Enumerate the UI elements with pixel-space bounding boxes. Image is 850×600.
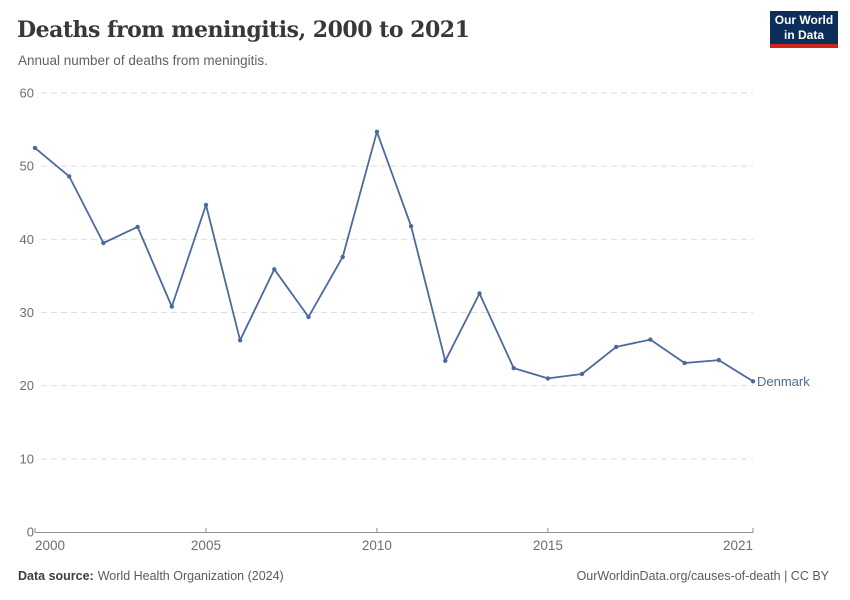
data-point-2016[interactable]: [579, 371, 585, 377]
x-tick-label-2005: 2005: [191, 538, 221, 553]
data-point-2019[interactable]: [682, 360, 687, 366]
chart-title: Deaths from meningitis, 2000 to 2021: [17, 17, 470, 43]
x-tick-label-2010: 2010: [362, 538, 392, 553]
owid-logo-line2: in Data: [783, 27, 824, 42]
data-point-2010[interactable]: [374, 129, 380, 134]
data-point-2012[interactable]: [443, 358, 448, 363]
data-point-2008[interactable]: [306, 314, 311, 320]
x-tick-label-2021: 2021: [723, 538, 753, 553]
data-point-2017[interactable]: [614, 344, 619, 350]
y-tick-label-60: 60: [20, 86, 34, 101]
data-point-2009[interactable]: [340, 254, 345, 260]
series-label-denmark: Denmark: [757, 374, 810, 389]
line-series-denmark: [34, 130, 754, 383]
data-point-2021[interactable]: [750, 379, 756, 384]
y-tick-label-0: 0: [27, 525, 34, 540]
chart-subtitle: Annual number of deaths from meningitis.: [18, 53, 268, 68]
data-point-2003[interactable]: [135, 224, 140, 230]
data-point-2006[interactable]: [237, 338, 243, 343]
owid-logo-line1: Our World: [774, 13, 834, 28]
y-tick-label-30: 30: [20, 305, 34, 320]
data-source: Data source: World Health Organization (2…: [18, 569, 284, 583]
data-point-2011[interactable]: [408, 224, 414, 229]
x-tick-label-2000: 2000: [35, 538, 65, 553]
data-point-2004[interactable]: [169, 304, 174, 309]
data-point-2007[interactable]: [272, 267, 277, 272]
footer-link[interactable]: OurWorldinData.org/causes-of-death | CC …: [576, 569, 829, 583]
data-point-2001[interactable]: [67, 174, 72, 179]
x-tick-label-2015: 2015: [533, 538, 563, 553]
data-point-2002[interactable]: [101, 240, 106, 246]
data-source-label: Data source:: [18, 569, 94, 583]
y-tick-label-40: 40: [20, 232, 34, 247]
data-point-2000[interactable]: [32, 145, 38, 151]
owid-logo[interactable]: Our World in Data: [770, 11, 838, 48]
data-point-2020[interactable]: [716, 357, 721, 363]
data-point-2015[interactable]: [545, 376, 551, 381]
data-point-2013[interactable]: [477, 291, 482, 296]
y-tick-label-10: 10: [20, 451, 34, 466]
data-point-2018[interactable]: [648, 337, 653, 342]
data-point-2014[interactable]: [511, 365, 516, 371]
y-tick-label-50: 50: [20, 159, 34, 174]
y-tick-label-20: 20: [20, 378, 34, 393]
data-source-text: World Health Organization (2024): [97, 569, 284, 583]
data-point-2005[interactable]: [203, 202, 209, 208]
